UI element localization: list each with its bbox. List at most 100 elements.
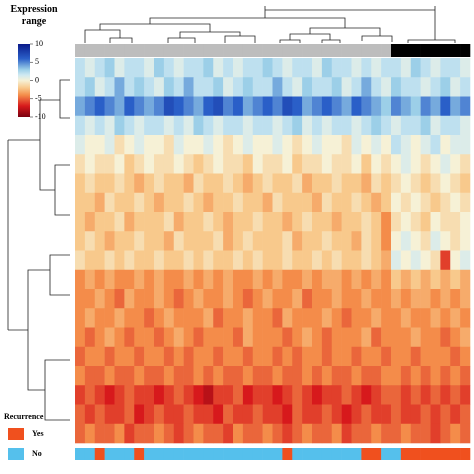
heatmap-cell [114, 115, 125, 136]
heatmap-cell [292, 173, 303, 194]
heatmap-cell [242, 404, 254, 425]
heatmap-cell [361, 250, 372, 271]
heatmap-cell [213, 231, 224, 251]
heatmap-cell [302, 346, 313, 367]
heatmap-cell [154, 173, 165, 194]
heatmap-cell [420, 115, 431, 136]
heatmap-cell [242, 327, 254, 348]
heatmap-cell [154, 308, 165, 328]
heatmap-cell [381, 231, 392, 251]
heatmap-cell [233, 231, 244, 251]
heatmap-cell [173, 289, 184, 309]
heatmap-cell [223, 250, 234, 271]
colorbar-tick-label: -10 [35, 112, 46, 121]
heatmap-cell [440, 289, 451, 309]
heatmap-cell [134, 404, 145, 425]
heatmap-cell [104, 212, 115, 232]
heatmap-cell [163, 308, 175, 328]
heatmap-cell [321, 115, 333, 136]
heatmap-cell [331, 212, 342, 232]
heatmap-cell [262, 366, 273, 386]
heatmap-cell [203, 231, 214, 251]
heatmap-cell [381, 96, 392, 117]
heatmap-cell [361, 231, 372, 251]
heatmap-cell [213, 173, 224, 194]
heatmap-cell [430, 346, 441, 367]
heatmap-cell [410, 154, 421, 174]
heatmap-cell [381, 423, 392, 444]
cluster-cell [371, 44, 382, 57]
heatmap-cell [144, 327, 155, 348]
recurrence-cell [430, 448, 441, 460]
recurrence-cell [420, 448, 431, 460]
heatmap-cell [450, 135, 461, 155]
cluster-cell [381, 44, 392, 57]
heatmap-cell [440, 423, 451, 444]
heatmap-cell [321, 385, 333, 405]
heatmap-cell [341, 58, 352, 78]
heatmap-cell [321, 96, 333, 117]
heatmap-cell [104, 96, 115, 117]
heatmap-cell [312, 58, 323, 78]
heatmap-cell [154, 58, 165, 78]
heatmap-cell [292, 423, 303, 444]
heatmap-cell [183, 212, 194, 232]
heatmap-cell [331, 308, 342, 328]
heatmap-cell [114, 58, 125, 78]
heatmap-cell [420, 212, 431, 232]
heatmap-cell [282, 212, 293, 232]
heatmap-cell [134, 173, 145, 194]
heatmap-cell [331, 385, 342, 405]
heatmap-cell [173, 212, 184, 232]
heatmap-cell [144, 385, 155, 405]
heatmap-cell [321, 289, 333, 309]
heatmap-cell [312, 212, 323, 232]
heatmap-cell [223, 96, 234, 117]
heatmap-cell [341, 385, 352, 405]
heatmap-cell [440, 366, 451, 386]
heatmap-cell [312, 77, 323, 97]
heatmap-cell [361, 212, 372, 232]
heatmap-cell [154, 96, 165, 117]
heatmap-cell [213, 385, 224, 405]
heatmap-cell [94, 269, 105, 290]
heatmap-cell [381, 173, 392, 194]
heatmap-cell [450, 346, 461, 367]
heatmap-cell [163, 289, 175, 309]
heatmap-cell [144, 231, 155, 251]
heatmap-cell [331, 289, 342, 309]
heatmap-cell [351, 135, 362, 155]
heatmap-cell [252, 308, 263, 328]
heatmap-cell [400, 96, 412, 117]
heatmap-cell [233, 212, 244, 232]
heatmap-cell [75, 135, 86, 155]
heatmap-cell [371, 404, 382, 425]
heatmap-cell [371, 192, 382, 213]
heatmap-cell [341, 289, 352, 309]
heatmap-cell [391, 96, 402, 117]
heatmap-cell [302, 404, 313, 425]
heatmap-cell [124, 289, 135, 309]
heatmap-cell [183, 96, 194, 117]
heatmap-cell [272, 96, 283, 117]
recurrence-cell [361, 448, 372, 460]
colorbar-title: Expression range [10, 4, 58, 27]
heatmap-cell [272, 231, 283, 251]
heatmap-cell [124, 135, 135, 155]
heatmap-cell [450, 231, 461, 251]
heatmap-cell [351, 385, 362, 405]
heatmap-cell [341, 346, 352, 367]
heatmap-cell [460, 289, 471, 309]
heatmap-cell [124, 77, 135, 97]
cluster-cell [173, 44, 184, 57]
heatmap-cell [173, 385, 184, 405]
heatmap-cell [134, 366, 145, 386]
heatmap-cell [262, 77, 273, 97]
recurrence-cell [75, 448, 86, 460]
heatmap-cell [134, 58, 145, 78]
heatmap-cell [94, 135, 105, 155]
heatmap-cell [114, 212, 125, 232]
heatmap-cell [341, 231, 352, 251]
heatmap-cell [144, 366, 155, 386]
heatmap-cell [460, 404, 471, 425]
